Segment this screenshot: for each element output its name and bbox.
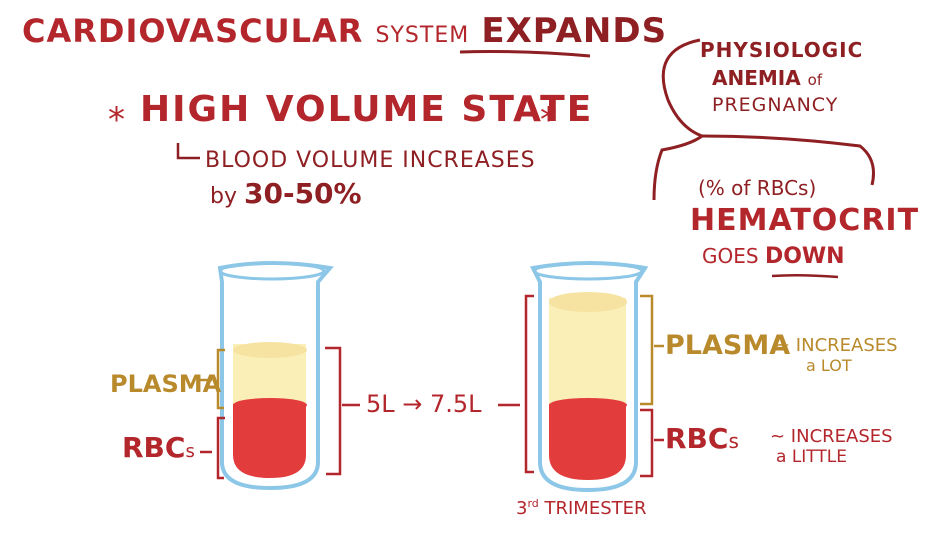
- anemia-line2: ANEMIA of: [712, 68, 822, 88]
- down-underline: [771, 273, 839, 279]
- goes-down: GOES DOWN: [702, 246, 845, 268]
- goes-word: GOES: [702, 244, 759, 268]
- percent-value: 30-50%: [243, 177, 362, 210]
- left-rbc-suffix: s: [185, 441, 195, 462]
- hematocrit-heading: HEMATOCRIT: [690, 203, 920, 238]
- right-rbc-suffix: s: [728, 429, 739, 453]
- rbc-increase-note1: ~ INCREASES: [770, 426, 893, 447]
- high-volume-heading: HIGH VOLUME STATE: [140, 89, 594, 130]
- title-part2: SYSTEM: [375, 23, 470, 48]
- trimester-caption: 3rd TRIMESTER: [516, 498, 647, 518]
- title-underline: [459, 50, 591, 58]
- star-right-icon: *: [540, 100, 557, 140]
- title-part3: EXPANDS: [481, 11, 668, 51]
- caption-text: TRIMESTER: [544, 498, 647, 519]
- test-tube-right-icon: [530, 261, 649, 493]
- down-word: DOWN: [764, 244, 845, 269]
- right-plasma-label: PLASMA: [665, 330, 791, 361]
- right-rbc-text: RBC: [665, 422, 729, 455]
- anemia-line3: PREGNANCY: [712, 94, 839, 116]
- right-rbc-label: RBCs: [665, 425, 739, 453]
- plasma-increase-note2: a LOT: [806, 356, 852, 375]
- left-plasma-label: PLASMA: [110, 370, 222, 398]
- test-tube-left-icon: [217, 261, 334, 491]
- caption-sup: rd: [527, 497, 539, 510]
- star-left-icon: *: [108, 100, 125, 140]
- page-title: CARDIOVASCULAR SYSTEM EXPANDS: [22, 14, 667, 48]
- blood-volume-line1: BLOOD VOLUME INCREASES: [205, 148, 536, 173]
- anemia-of: of: [807, 71, 823, 89]
- anemia-bold: ANEMIA: [712, 66, 801, 90]
- anemia-brace-left: [652, 38, 706, 201]
- caption-num: 3: [516, 498, 528, 519]
- anemia-brace-right: [701, 134, 875, 186]
- blood-volume-line2: by 30-50%: [210, 180, 362, 208]
- title-part1: CARDIOVASCULAR: [22, 12, 364, 50]
- rbc-increase-note2: a LITTLE: [776, 447, 847, 467]
- by-prefix: by: [210, 184, 237, 209]
- left-rbc-label: RBCs: [122, 434, 195, 462]
- anemia-line1: PHYSIOLOGIC: [700, 38, 864, 62]
- rbc-percent-note: (% of RBCs): [698, 176, 817, 200]
- left-rbc-text: RBC: [122, 431, 186, 464]
- volume-change: 5L → 7.5L: [366, 390, 482, 418]
- plasma-increase-note1: ~ INCREASES: [775, 335, 898, 356]
